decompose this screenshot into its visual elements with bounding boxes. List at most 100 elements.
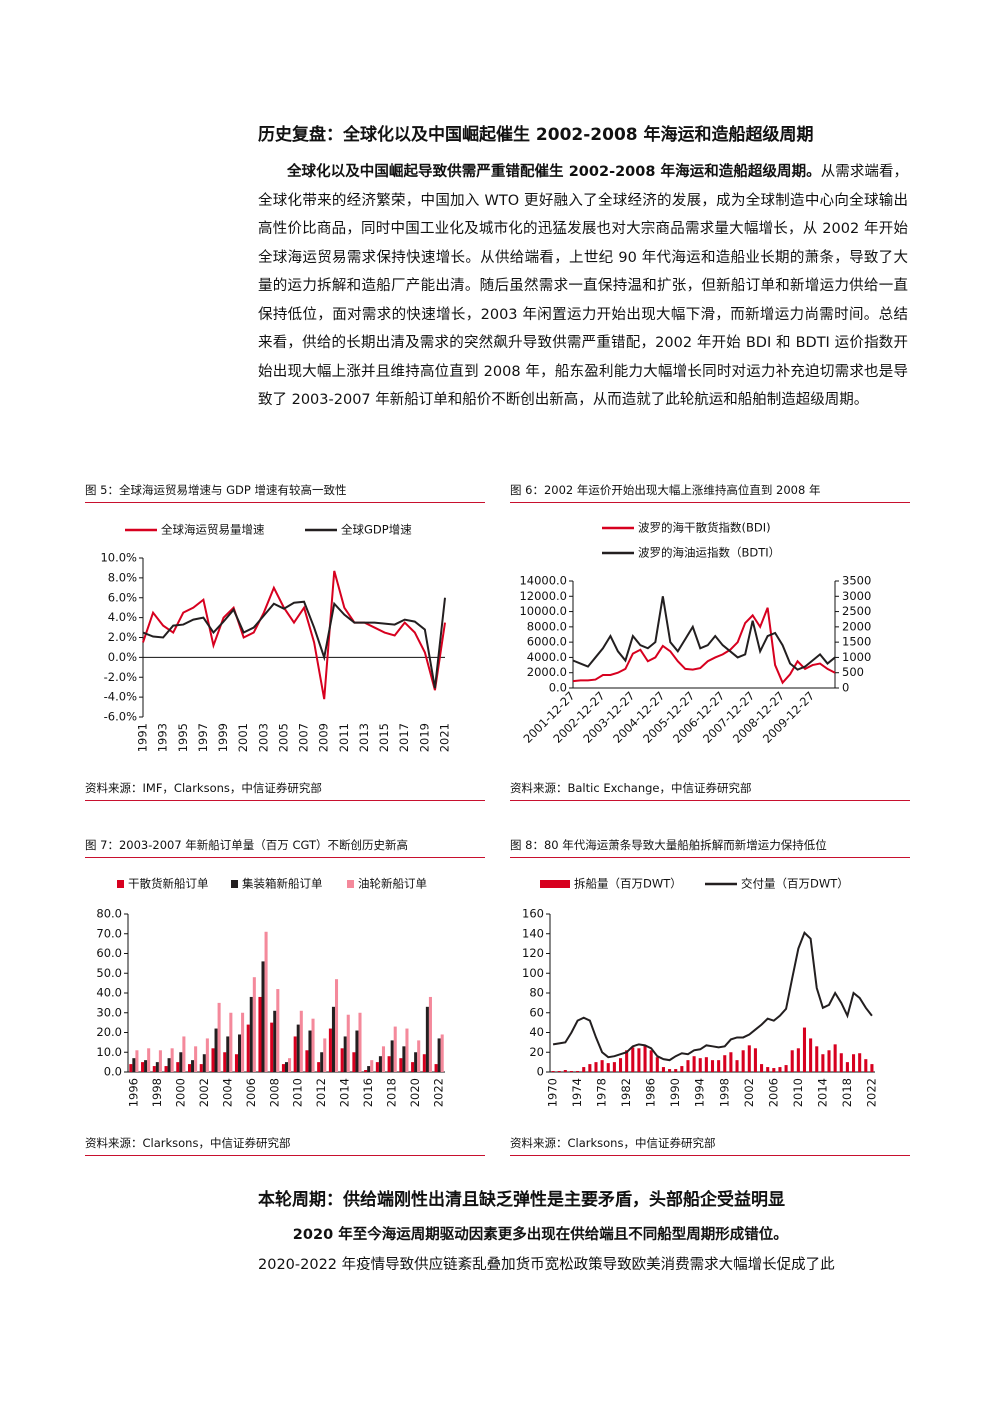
legend-label: 干散货新船订单 — [128, 877, 209, 891]
bar — [411, 1062, 415, 1072]
y-tick-label: 4000.0 — [527, 650, 567, 664]
bar — [187, 1064, 192, 1072]
bar — [440, 1034, 444, 1072]
bar — [864, 1059, 868, 1072]
bar — [311, 1018, 315, 1072]
line — [572, 607, 836, 685]
caption: 图 8：80 年代海运萧条导致大量船舶拆解而新增运力保持低位 — [510, 837, 910, 858]
bar — [649, 1050, 653, 1072]
legend-marker — [231, 880, 238, 888]
x-tick-label: 2000 — [173, 1078, 187, 1107]
y-tick-label: -6.0% — [104, 710, 137, 724]
bar — [402, 1046, 406, 1072]
bar — [551, 1071, 555, 1072]
bar — [205, 1038, 209, 1072]
paragraph: 2020-2022 年疫情导致供应链紊乱叠加货币宽松政策导致欧美消费需求大幅增长… — [258, 1257, 835, 1273]
x-tick-label: 1978 — [595, 1078, 609, 1107]
x-tick-label: 2011 — [337, 723, 351, 752]
bar — [229, 1012, 233, 1072]
x-tick-label: 2022 — [864, 1078, 878, 1107]
y-tick-label: 60 — [529, 1005, 544, 1019]
line — [142, 570, 446, 700]
bar — [288, 1058, 292, 1072]
bar — [367, 1066, 371, 1072]
x-tick-label: 1997 — [196, 723, 210, 752]
bar — [158, 1050, 162, 1072]
bar — [164, 1066, 168, 1072]
caption: 图 7：2003-2007 年新船订单量（百万 CGT）不断创历史新高 — [85, 837, 485, 858]
y-tick-label: 2500 — [842, 604, 871, 618]
bar — [723, 1055, 727, 1072]
x-tick-label: 2002 — [197, 1078, 211, 1107]
bar — [352, 1052, 356, 1072]
x-tick-label: 2018 — [385, 1078, 399, 1107]
legend-label: 油轮新船订单 — [358, 877, 427, 891]
bar — [815, 1046, 819, 1072]
bar — [308, 1030, 312, 1072]
x-tick-label: 1970 — [546, 1078, 560, 1107]
bar — [414, 1052, 418, 1072]
bar — [234, 1054, 239, 1072]
y-tick-label: 160 — [522, 907, 544, 921]
x-tick-label: 1996 — [126, 1078, 140, 1107]
bar — [428, 996, 432, 1072]
line — [552, 930, 873, 1062]
section-heading: 本轮周期：供给端刚性出清且缺乏弹性是主要矛盾，头部船企受益明显 — [258, 1190, 785, 1210]
x-tick-label: 2014 — [338, 1078, 352, 1107]
line — [572, 596, 836, 671]
bar — [692, 1056, 696, 1072]
bar — [569, 1071, 573, 1072]
bar — [753, 1048, 757, 1072]
x-tick-label: 2013 — [357, 723, 371, 752]
x-tick-label: 1993 — [156, 723, 170, 752]
bar — [802, 1027, 807, 1072]
bar — [211, 1048, 215, 1072]
x-tick-label: 1982 — [619, 1078, 633, 1107]
x-tick-label: 2015 — [377, 723, 391, 752]
bar — [331, 1006, 335, 1072]
bar — [747, 1045, 751, 1072]
bar — [390, 1040, 394, 1072]
x-tick-label: 1991 — [136, 723, 150, 752]
legend-marker — [347, 880, 354, 888]
bar — [790, 1050, 794, 1072]
bar — [772, 1068, 776, 1072]
bar — [191, 1060, 195, 1072]
x-tick-label: 2004 — [220, 1078, 234, 1107]
x-tick-label: 2018 — [840, 1078, 854, 1107]
bar — [246, 1024, 250, 1072]
bar — [766, 1067, 770, 1072]
x-tick-label: 2006 — [766, 1078, 780, 1107]
bar — [643, 1045, 647, 1072]
bar — [296, 1024, 300, 1072]
bar — [809, 1038, 813, 1072]
y-tick-label: 8000.0 — [527, 619, 567, 633]
x-tick-label: 2022 — [432, 1078, 446, 1107]
bar — [686, 1060, 690, 1072]
y-tick-label: 80.0 — [96, 907, 122, 921]
bar — [129, 1064, 133, 1072]
bar — [600, 1060, 604, 1072]
legend-label: 拆船量（百万DWT） — [574, 877, 682, 891]
bar — [364, 1070, 368, 1072]
x-tick-label: 2007 — [297, 723, 311, 752]
x-tick-label: 1994 — [693, 1078, 707, 1107]
paragraph: 全球化以及中国崛起导致供需严重错配催生 2002-2008 年海运和造船超级周期… — [258, 158, 908, 415]
x-tick-label: 2010 — [791, 1078, 805, 1107]
bar — [434, 1064, 438, 1072]
bar — [214, 1028, 218, 1072]
y-tick-label: 6000.0 — [527, 635, 567, 649]
body: 从需求端看，全球化带来的经济繁荣，中国加入 WTO 更好融入了全球经济的发展，成… — [258, 164, 908, 408]
chart: -6.0% -4.0% -2.0% 0.0% 2.0% 4.0% 6.0% 8.0% 10.0%… — [100, 523, 451, 753]
bar — [375, 1062, 379, 1072]
bar — [588, 1064, 592, 1072]
bar — [334, 979, 339, 1072]
y-tick-label: 0 — [842, 681, 849, 695]
bar — [223, 1052, 227, 1072]
bar — [217, 1002, 221, 1072]
bar — [370, 1060, 374, 1072]
x-tick-label: 2005 — [276, 723, 290, 752]
bar — [405, 1028, 409, 1072]
y-tick-label: 500 — [842, 665, 864, 679]
bar — [680, 1066, 684, 1072]
